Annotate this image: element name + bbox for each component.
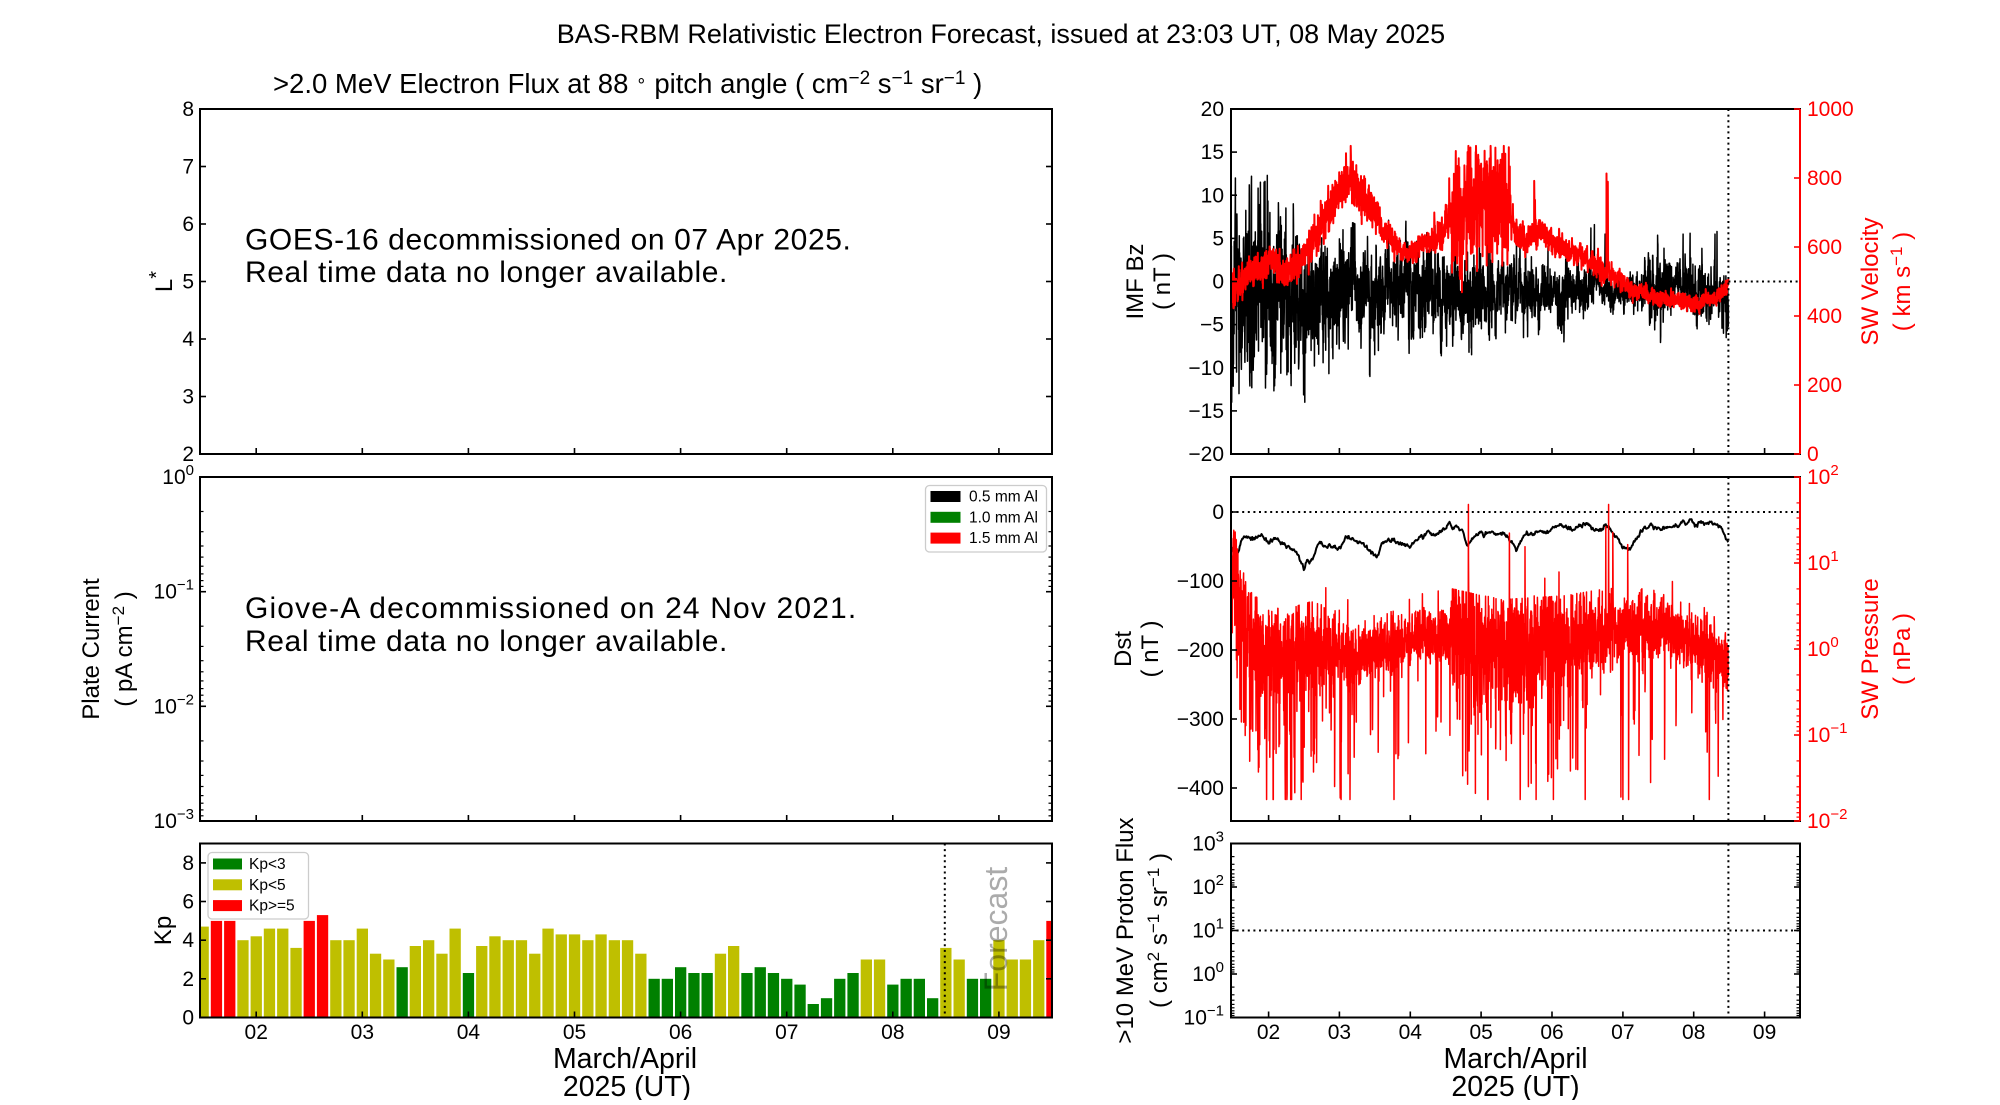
svg-text:March/April: March/April <box>553 1043 697 1075</box>
svg-text:04: 04 <box>457 1021 481 1044</box>
svg-text:8: 8 <box>182 98 194 121</box>
svg-text:( nT ): ( nT ) <box>1149 253 1176 310</box>
svg-text:SW Pressure: SW Pressure <box>1857 578 1884 719</box>
svg-text:IMF Bz: IMF Bz <box>1122 244 1149 320</box>
svg-text:103: 103 <box>1192 829 1224 856</box>
svg-text:−200: −200 <box>1177 639 1224 662</box>
svg-text:>10 MeV Proton Flux: >10 MeV Proton Flux <box>1112 817 1139 1043</box>
svg-text:20: 20 <box>1201 98 1224 121</box>
svg-text:04: 04 <box>1399 1021 1423 1044</box>
svg-text:2025 (UT): 2025 (UT) <box>563 1071 691 1100</box>
svg-text:06: 06 <box>1540 1021 1563 1044</box>
svg-text:−10: −10 <box>1188 357 1224 380</box>
svg-text:09: 09 <box>1753 1021 1776 1044</box>
svg-text:−300: −300 <box>1177 708 1224 731</box>
svg-text:101: 101 <box>1192 916 1224 943</box>
svg-text:−5: −5 <box>1200 314 1224 337</box>
svg-text:Kp>=5: Kp>=5 <box>249 898 295 915</box>
svg-text:5: 5 <box>1212 227 1224 250</box>
svg-text:07: 07 <box>1611 1021 1634 1044</box>
svg-text:05: 05 <box>563 1021 586 1044</box>
svg-text:Real time data no longer avail: Real time data no longer available. <box>245 256 728 289</box>
svg-text:2025 (UT): 2025 (UT) <box>1451 1071 1579 1100</box>
svg-text:800: 800 <box>1807 167 1842 190</box>
svg-text:Giove-A decommissioned on 24 N: Giove-A decommissioned on 24 Nov 2021. <box>245 592 857 625</box>
svg-text:6: 6 <box>182 891 194 914</box>
svg-text:1.5 mm Al: 1.5 mm Al <box>969 530 1038 547</box>
svg-text:600: 600 <box>1807 236 1842 259</box>
svg-text:0.5 mm Al: 0.5 mm Al <box>969 489 1038 506</box>
svg-text:Kp: Kp <box>150 916 177 945</box>
svg-text:( km s−1 ): ( km s−1 ) <box>1887 232 1916 331</box>
svg-text:02: 02 <box>1257 1021 1280 1044</box>
svg-text:( nPa ): ( nPa ) <box>1889 613 1916 685</box>
svg-text:200: 200 <box>1807 374 1842 397</box>
svg-text:0: 0 <box>1212 271 1224 294</box>
svg-text:03: 03 <box>1328 1021 1351 1044</box>
svg-text:BAS-RBM Relativistic Electron: BAS-RBM Relativistic Electron Forecast, … <box>557 19 1445 49</box>
svg-text:10−2: 10−2 <box>1807 806 1847 833</box>
svg-text:0: 0 <box>182 1007 194 1030</box>
svg-text:15: 15 <box>1201 141 1224 164</box>
svg-text:5: 5 <box>182 271 194 294</box>
svg-text:Plate Current: Plate Current <box>78 578 105 720</box>
svg-text:>2.0 MeV Electron Flux at 88 ∘: >2.0 MeV Electron Flux at 88 ∘ pitch ang… <box>273 68 982 99</box>
svg-text:1000: 1000 <box>1807 98 1854 121</box>
svg-text:6: 6 <box>182 213 194 236</box>
svg-text:7: 7 <box>182 156 194 179</box>
svg-text:−15: −15 <box>1188 400 1224 423</box>
svg-text:0: 0 <box>1807 443 1819 466</box>
svg-text:4: 4 <box>182 929 194 952</box>
svg-text:March/April: March/April <box>1443 1043 1587 1075</box>
svg-text:2: 2 <box>182 968 194 991</box>
svg-text:Kp<5: Kp<5 <box>249 877 286 894</box>
svg-text:1.0 mm Al: 1.0 mm Al <box>969 509 1038 526</box>
svg-text:08: 08 <box>881 1021 904 1044</box>
svg-text:07: 07 <box>775 1021 798 1044</box>
svg-text:Dst: Dst <box>1110 631 1137 667</box>
svg-text:03: 03 <box>351 1021 374 1044</box>
svg-text:GOES-16 decommissioned on 07 A: GOES-16 decommissioned on 07 Apr 2025. <box>245 224 851 257</box>
svg-text:4: 4 <box>182 328 194 351</box>
svg-text:Kp<3: Kp<3 <box>249 856 286 873</box>
svg-text:0: 0 <box>1212 501 1224 524</box>
svg-text:SW Velocity: SW Velocity <box>1857 217 1884 345</box>
svg-text:08: 08 <box>1682 1021 1705 1044</box>
svg-text:400: 400 <box>1807 305 1842 328</box>
svg-text:3: 3 <box>182 386 194 409</box>
svg-text:Real time data no longer avail: Real time data no longer available. <box>245 625 728 658</box>
svg-text:−100: −100 <box>1177 570 1224 593</box>
svg-text:−20: −20 <box>1188 443 1224 466</box>
svg-text:Forecast: Forecast <box>978 867 1014 992</box>
svg-text:8: 8 <box>182 852 194 875</box>
svg-text:05: 05 <box>1469 1021 1492 1044</box>
svg-text:09: 09 <box>987 1021 1010 1044</box>
svg-text:−400: −400 <box>1177 777 1224 800</box>
svg-text:06: 06 <box>669 1021 692 1044</box>
svg-text:02: 02 <box>245 1021 268 1044</box>
svg-text:( nT ): ( nT ) <box>1137 621 1164 678</box>
svg-text:2: 2 <box>182 443 194 466</box>
svg-text:10: 10 <box>1201 184 1224 207</box>
